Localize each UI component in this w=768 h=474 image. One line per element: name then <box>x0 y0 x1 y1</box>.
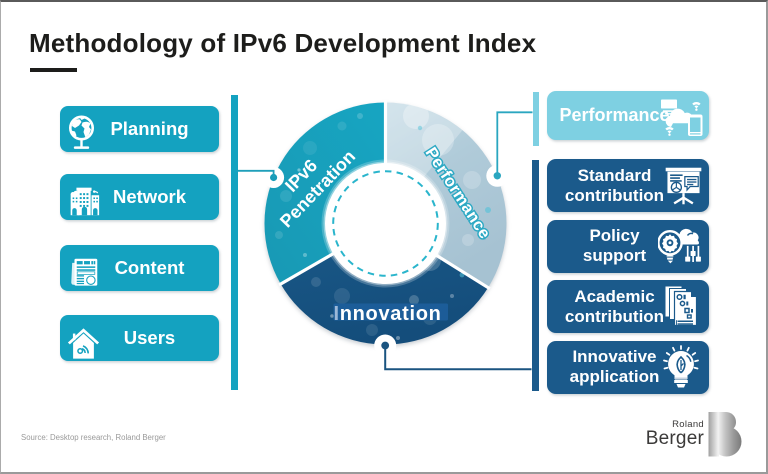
svg-text:Innovation: Innovation <box>333 303 441 325</box>
